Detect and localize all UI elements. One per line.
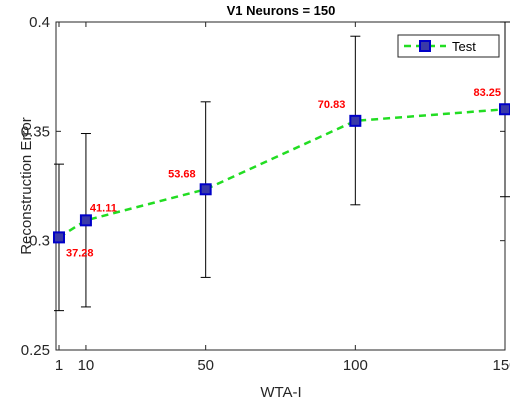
x-tick-label: 50 [197, 357, 214, 374]
chart-title: V1 Neurons = 150 [227, 3, 336, 18]
data-label: 70.83 [318, 99, 346, 111]
y-tick-label: 0.3 [29, 233, 50, 250]
data-point [199, 183, 212, 196]
data-label: 83.25 [473, 87, 501, 99]
plot-frame [55, 21, 506, 351]
data-point [499, 103, 510, 116]
data-point [349, 114, 362, 127]
x-tick-label: 10 [78, 357, 95, 374]
plot-area: 1 10 50 100 150 0.25 0.3 0.35 0.4 37.28 41.11 53.68… [21, 14, 510, 374]
data-point [79, 214, 92, 227]
data-label: 41.11 [90, 202, 117, 214]
legend-label: Test [452, 39, 476, 54]
y-tick-label: 0.25 [21, 342, 50, 359]
x-axis-label: WTA-I [260, 384, 301, 401]
x-tick-label: 1 [55, 357, 63, 374]
y-axis-label: Reconstruction Error [18, 117, 35, 255]
legend-box [397, 34, 500, 58]
legend-marker-swatch [419, 40, 431, 52]
legend: Test [397, 34, 500, 58]
data-label: 53.68 [168, 168, 196, 180]
y-tick-label: 0.4 [29, 14, 50, 31]
y-tick-label: 0.35 [21, 123, 50, 140]
x-tick-label: 100 [343, 357, 368, 374]
x-tick-label: 150 [492, 357, 510, 374]
data-label: 37.28 [66, 247, 94, 259]
data-point [52, 231, 65, 244]
series-line [58, 108, 506, 239]
